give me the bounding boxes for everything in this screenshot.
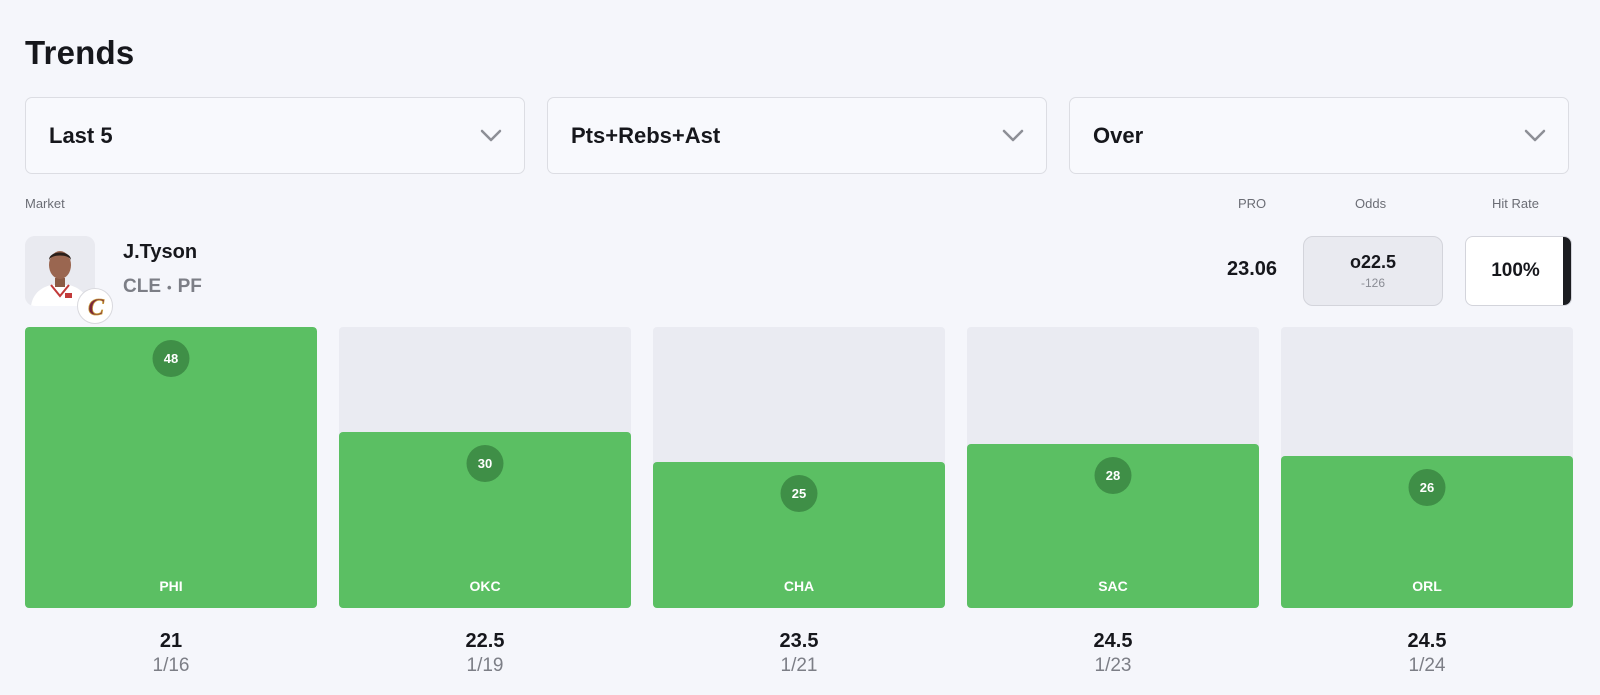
page-title: Trends — [25, 34, 135, 71]
bar-value-badge: 28 — [1094, 457, 1132, 494]
market-column-label: Market — [25, 196, 65, 211]
bar-game-date: 1/21 — [780, 655, 818, 676]
bar-value-badge: 48 — [152, 340, 190, 377]
bar-game-date: 1/16 — [152, 655, 190, 676]
odds-button[interactable]: o22.5 -126 — [1303, 236, 1443, 306]
bar-game-date: 1/23 — [1094, 655, 1132, 676]
over-under-dropdown[interactable]: Over — [1069, 97, 1569, 174]
chevron-down-icon — [1002, 129, 1024, 143]
trend-bar-cha[interactable]: 25 CHA — [653, 327, 945, 608]
odds-price: -126 — [1360, 276, 1386, 290]
hit-rate-indicator — [1563, 237, 1571, 305]
odds-line: o22.5 — [1349, 252, 1397, 272]
meta-separator: • — [167, 279, 172, 295]
bar-opponent-label: ORL — [1412, 578, 1442, 594]
bar-line-value: 22.5 — [465, 630, 505, 652]
bar-footer: 22.5 1/19 — [339, 630, 631, 677]
player-team: CLE — [123, 276, 161, 297]
trend-bar-sac[interactable]: 28 SAC — [967, 327, 1259, 608]
hit-rate-column-label: Hit Rate — [1492, 196, 1539, 211]
bar-line-value: 23.5 — [779, 630, 819, 652]
player-meta: CLE • PF — [123, 276, 202, 298]
bar-opponent-label: CHA — [783, 578, 815, 594]
bar-line-value: 24.5 — [1093, 630, 1133, 652]
market-dropdown-label: Pts+Rebs+Ast — [571, 122, 721, 148]
pro-column-label: PRO — [1238, 196, 1267, 211]
hit-rate-value: 100% — [1491, 260, 1540, 281]
hit-rate-box: 100% — [1465, 236, 1572, 306]
bar-game-date: 1/19 — [466, 655, 504, 676]
team-logo-letter: C — [88, 295, 105, 321]
trend-bar-okc[interactable]: 30 OKC — [339, 327, 631, 608]
pro-value: 23.06 — [1227, 258, 1278, 280]
bar-footer: 24.5 1/24 — [1281, 630, 1573, 677]
trend-bar-phi[interactable]: 48 PHI — [25, 327, 317, 608]
odds-column-label: Odds — [1355, 196, 1387, 211]
bar-line-value: 24.5 — [1407, 630, 1447, 652]
player-position: PF — [177, 276, 202, 297]
chevron-down-icon — [1524, 129, 1546, 143]
bar-game-date: 1/24 — [1408, 655, 1446, 676]
bar-value-badge: 30 — [466, 445, 504, 482]
bar-value-badge: 25 — [780, 475, 818, 512]
timeframe-dropdown-label: Last 5 — [49, 122, 113, 148]
bar-footer: 21 1/16 — [25, 630, 317, 677]
player-name: J.Tyson — [123, 241, 198, 263]
bar-opponent-label: SAC — [1098, 578, 1128, 594]
bar-value-badge: 26 — [1408, 469, 1446, 506]
player-avatar — [25, 236, 95, 306]
timeframe-dropdown[interactable]: Last 5 — [25, 97, 525, 174]
over-under-dropdown-label: Over — [1093, 122, 1144, 148]
bar-footer: 23.5 1/21 — [653, 630, 945, 677]
bar-opponent-label: PHI — [159, 578, 183, 594]
chevron-down-icon — [480, 129, 502, 143]
team-logo: C — [77, 288, 113, 324]
bar-footer: 24.5 1/23 — [967, 630, 1259, 677]
bar-opponent-label: OKC — [469, 578, 501, 594]
trend-bar-orl[interactable]: 26 ORL — [1281, 327, 1573, 608]
bar-line-value: 21 — [159, 630, 183, 652]
market-dropdown[interactable]: Pts+Rebs+Ast — [547, 97, 1047, 174]
